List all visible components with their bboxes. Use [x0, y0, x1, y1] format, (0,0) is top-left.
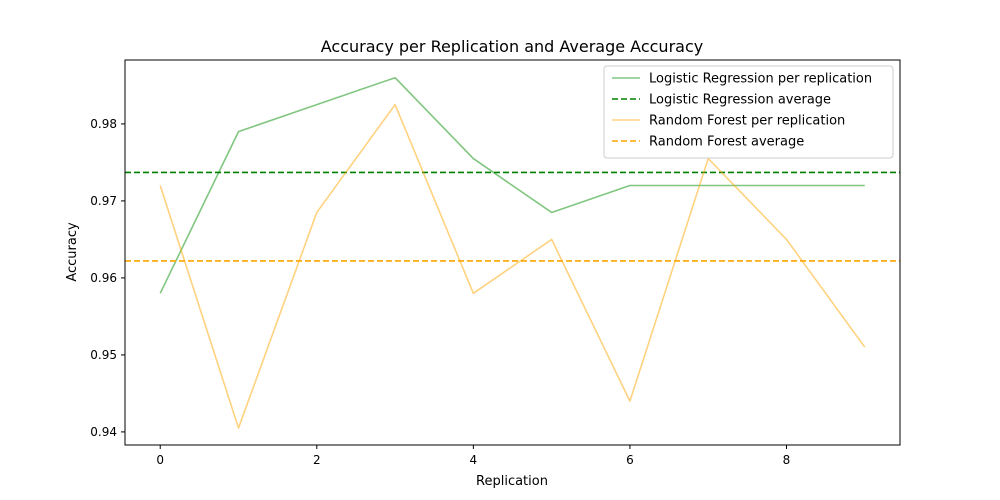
legend-label-1: Logistic Regression average: [649, 93, 831, 108]
x-tick-label: 2: [313, 453, 321, 467]
legend-label-2: Random Forest per replication: [649, 114, 845, 129]
legend-label-0: Logistic Regression per replication: [649, 72, 872, 87]
x-tick-label: 6: [626, 453, 634, 467]
x-axis-label: Replication: [476, 474, 548, 489]
series-line-0: [159, 76, 865, 294]
y-axis-label: Accuracy: [65, 222, 80, 282]
y-tick-label: 0.97: [90, 194, 117, 208]
x-tick-label: 4: [470, 453, 478, 467]
series-line-2: [159, 103, 866, 429]
legend-label-3: Random Forest average: [649, 135, 804, 150]
y-tick-label: 0.95: [90, 348, 117, 362]
plot-frame: [124, 59, 901, 446]
y-tick-label: 0.96: [90, 271, 117, 285]
y-tick-label: 0.98: [90, 117, 117, 131]
chart-title: Accuracy per Replication and Average Acc…: [321, 37, 703, 56]
x-tick-label: 8: [783, 453, 791, 467]
legend-box: [603, 65, 894, 159]
legend: Logistic Regression per replication Logis…: [603, 65, 894, 159]
y-tick-label: 0.94: [90, 425, 117, 439]
x-tick-label: 0: [156, 453, 164, 467]
